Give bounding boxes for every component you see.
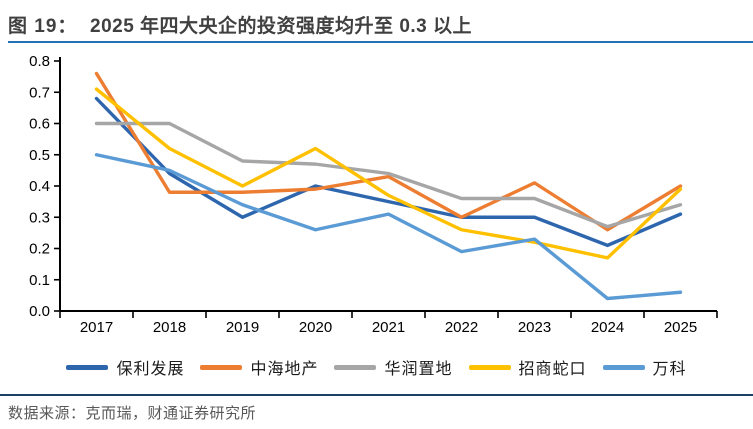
series-line-0 [94,96,683,248]
x-tick-label: 2025 [664,319,697,336]
x-tick-label: 2021 [372,319,405,336]
legend-label-0: 保利发展 [116,359,185,378]
legend-item-3: 招商蛇口 [468,355,587,379]
legend-label-4: 万科 [652,359,687,378]
legend-swatch-4 [602,364,645,370]
x-tick-label: 2020 [299,319,332,336]
y-tick-label: 0.0 [29,303,50,320]
legend-swatch-0 [66,364,109,370]
y-tick-label: 0.5 [29,147,50,164]
data-source-text: 数据来源：克而瑞，财通证券研究所 [8,405,257,422]
figure-header: 图 19： 2025 年四大央企的投资强度均升至 0.3 以上 [0,9,753,39]
x-tick-label: 2018 [153,319,186,336]
series-line-3 [94,87,683,260]
y-tick-label: 0.6 [29,116,50,133]
legend-item-1: 中海地产 [200,355,318,379]
title-divider-line [8,41,753,43]
y-tick-label: 0.7 [29,84,50,101]
y-tick-label: 0.2 [29,241,50,258]
x-tick-label: 2022 [445,319,478,336]
y-tick-label: 0.1 [29,272,50,289]
legend-label-2: 华润置地 [384,359,453,378]
legend-swatch-1 [200,364,243,370]
x-tick-label: 2024 [591,319,624,336]
legend-swatch-2 [334,364,377,370]
x-tick-label: 2023 [518,319,551,336]
x-tick-label: 2017 [80,319,113,336]
series-line-2 [94,121,683,229]
legend-item-0: 保利发展 [66,355,184,379]
figure-title: 2025 年四大央企的投资强度均升至 0.3 以上 [90,16,473,37]
y-tick-label: 0.8 [29,53,50,70]
line-chart: 0.0 0.1 0.2 0.3 0.4 0.5 0.6 0.7 0.8 2017 2018 2019 2… [29,53,718,336]
series-line-4 [94,153,683,301]
series-line-1 [94,71,683,232]
footer-divider-line [0,394,753,396]
legend-label-3: 招商蛇口 [518,359,587,378]
figure-number-label: 图 19： [8,16,78,37]
y-tick-label: 0.4 [29,178,50,195]
x-tick-label: 2019 [226,319,259,336]
y-tick-label: 0.3 [29,209,50,226]
legend-item-2: 华润置地 [334,355,452,379]
legend-label-1: 中海地产 [250,359,319,378]
legend-item-4: 万科 [602,355,687,379]
legend-swatch-3 [468,364,511,370]
chart-legend: 保利发展 中海地产 华润置地 招商蛇口 万科 [0,356,753,378]
